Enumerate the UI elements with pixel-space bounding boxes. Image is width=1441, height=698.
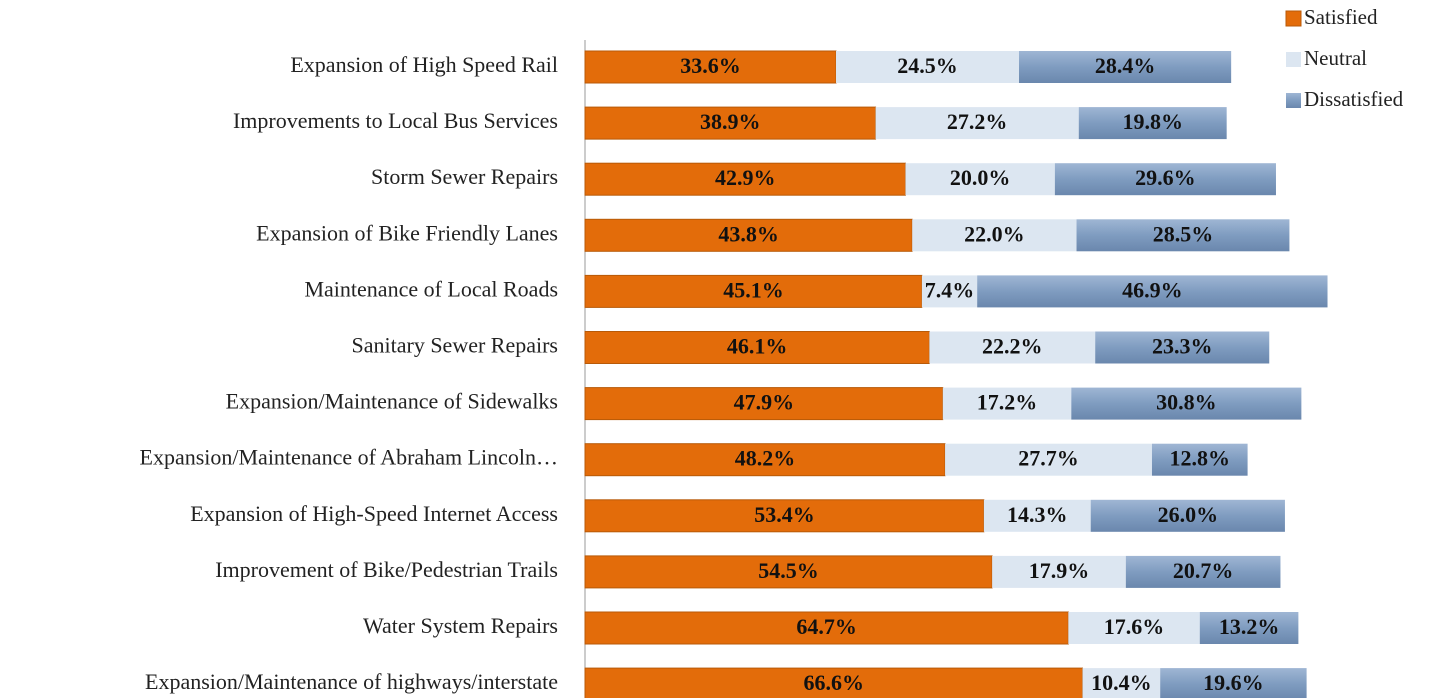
bar-segment	[584, 667, 1084, 698]
category-label: Water System Repairs	[363, 613, 558, 638]
data-label: 54.5%	[758, 558, 819, 583]
bar-segment	[584, 162, 906, 196]
bar-segment	[912, 219, 1077, 252]
bar-segment	[584, 387, 944, 421]
data-label: 19.8%	[1122, 109, 1183, 134]
bar-segment	[584, 555, 993, 589]
bar-segment	[905, 163, 1055, 196]
legend-label: Neutral	[1304, 46, 1367, 70]
data-label: 20.0%	[950, 165, 1011, 190]
category-label: Expansion/Maintenance of Sidewalks	[226, 389, 558, 414]
data-label: 33.6%	[680, 53, 741, 78]
data-label: 7.4%	[925, 277, 975, 302]
data-label: 47.9%	[734, 390, 795, 415]
data-label: 64.7%	[796, 614, 857, 639]
category-label: Expansion of Bike Friendly Lanes	[256, 220, 558, 245]
bar-segment	[1125, 555, 1281, 588]
legend-swatch	[1286, 52, 1301, 67]
category-label: Sanitary Sewer Repairs	[352, 333, 559, 358]
category-label: Maintenance of Local Roads	[304, 276, 558, 301]
bar-segment	[1054, 163, 1276, 196]
category-label: Expansion of High-Speed Internet Access	[190, 501, 558, 526]
data-label: 20.7%	[1173, 558, 1234, 583]
data-label: 66.6%	[804, 670, 865, 695]
data-label: 17.9%	[1029, 558, 1090, 583]
bar-segment	[977, 275, 1328, 308]
bar-segment	[584, 106, 877, 140]
bar-segment	[584, 218, 913, 252]
category-label: Storm Sewer Repairs	[371, 164, 558, 189]
data-label: 22.2%	[982, 334, 1043, 359]
bar-segment	[983, 499, 1091, 532]
data-label: 12.8%	[1170, 446, 1231, 471]
data-label: 46.9%	[1122, 277, 1183, 302]
data-label: 14.3%	[1007, 502, 1068, 527]
data-label: 13.2%	[1219, 614, 1280, 639]
data-label: 26.0%	[1158, 502, 1219, 527]
bar-segment	[875, 107, 1079, 140]
category-label: Improvements to Local Bus Services	[233, 108, 558, 133]
bar-segment	[1019, 51, 1232, 83]
data-label: 48.2%	[735, 446, 796, 471]
bar-segment	[1090, 499, 1285, 532]
data-label: 22.0%	[964, 221, 1025, 246]
bar-segment	[1078, 107, 1227, 140]
data-label: 28.5%	[1153, 221, 1214, 246]
data-label: 27.7%	[1018, 446, 1079, 471]
bar-segment	[835, 51, 1020, 83]
data-label: 27.2%	[947, 109, 1008, 134]
data-label: 17.6%	[1104, 614, 1165, 639]
data-label: 43.8%	[718, 221, 779, 246]
data-label: 17.2%	[977, 390, 1038, 415]
category-label: Improvement of Bike/Pedestrian Trails	[215, 557, 558, 582]
data-label: 53.4%	[754, 502, 815, 527]
data-label: 10.4%	[1091, 670, 1152, 695]
category-label: Expansion/Maintenance of highways/inters…	[145, 669, 558, 694]
data-label: 23.3%	[1152, 334, 1213, 359]
data-label: 19.6%	[1203, 670, 1264, 695]
bar-segment	[584, 499, 985, 533]
legend-swatch	[1286, 93, 1301, 108]
data-label: 42.9%	[715, 165, 776, 190]
category-label: Expansion of High Speed Rail	[290, 52, 558, 77]
category-label: Expansion/Maintenance of Abraham Lincoln…	[140, 445, 559, 470]
bar-segment	[1151, 443, 1248, 476]
bar-segment	[992, 555, 1126, 588]
bar-segment	[1076, 219, 1290, 252]
bar-segment	[584, 611, 1069, 645]
legend-label: Dissatisfied	[1304, 87, 1404, 111]
bar-segment	[1199, 612, 1299, 644]
bar-segment	[1071, 387, 1302, 420]
bar-segment	[584, 443, 946, 477]
data-label: 45.1%	[723, 277, 784, 302]
bar-segment	[1068, 612, 1200, 644]
data-label: 29.6%	[1135, 165, 1196, 190]
bar-segment	[945, 443, 1152, 476]
bar-segment	[1160, 668, 1307, 698]
bar-segment	[1082, 668, 1161, 698]
data-label: 38.9%	[700, 109, 761, 134]
data-label: 46.1%	[727, 334, 788, 359]
bar-segment	[1095, 331, 1270, 364]
data-label: 28.4%	[1095, 53, 1156, 78]
legend-label: Satisfied	[1304, 5, 1378, 29]
legend-swatch	[1285, 10, 1302, 27]
bar-segment	[942, 387, 1072, 420]
data-label: 30.8%	[1156, 390, 1217, 415]
data-label: 24.5%	[897, 53, 958, 78]
bar-segment	[929, 331, 1096, 364]
bar-segment	[921, 275, 978, 308]
